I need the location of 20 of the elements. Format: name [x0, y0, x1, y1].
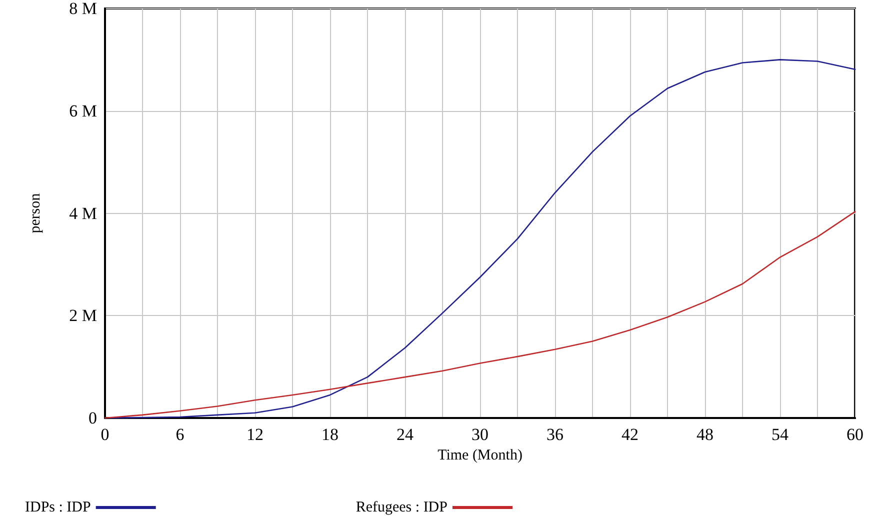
- x-tick-label: 48: [696, 425, 714, 444]
- x-tick-label: 42: [622, 425, 638, 444]
- y-tick-label: 8 M: [69, 0, 97, 18]
- x-tick-label: 60: [846, 425, 864, 444]
- x-tick-label: 30: [472, 425, 488, 444]
- x-tick-label: 6: [176, 425, 184, 444]
- x-tick-label: 18: [322, 425, 338, 444]
- x-tick-label: 36: [546, 425, 564, 444]
- y-tick-label: 6 M: [69, 101, 97, 120]
- x-tick-label: 24: [396, 425, 414, 444]
- y-tick-label: 4 M: [69, 204, 97, 223]
- y-tick-label: 0: [88, 408, 97, 428]
- y-axis-title: person: [28, 192, 44, 234]
- legend-label: IDPs : IDP: [24, 500, 91, 516]
- y-tick-label: 2 M: [69, 306, 97, 326]
- x-tick-label: 54: [772, 425, 789, 444]
- x-tick-label: 0: [100, 425, 110, 444]
- x-tick-label: 12: [246, 425, 264, 444]
- x-axis-title: Time (Month): [438, 447, 522, 464]
- legend-label: Refugees : IDP: [356, 500, 448, 516]
